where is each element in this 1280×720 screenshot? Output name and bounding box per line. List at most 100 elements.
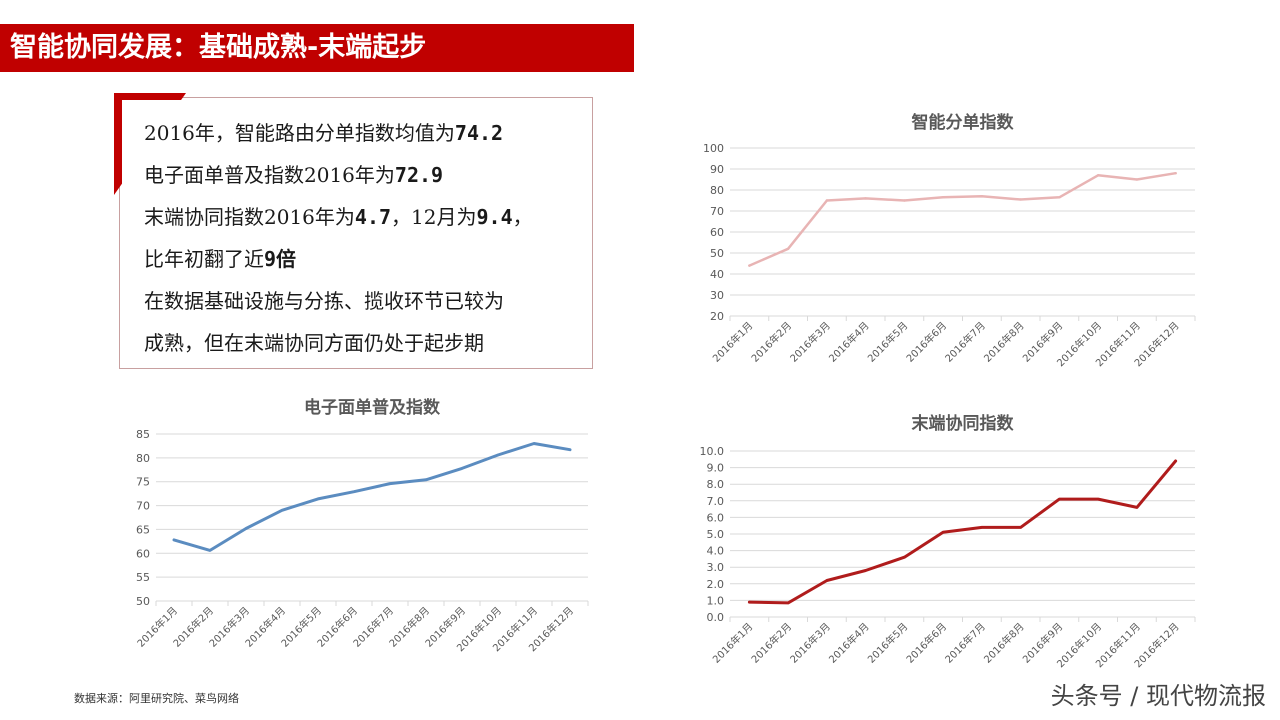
y-tick-label: 30 xyxy=(710,289,724,302)
y-tick-label: 75 xyxy=(136,476,150,489)
x-tick-label: 2016年8月 xyxy=(981,620,1027,666)
y-tick-label: 1.0 xyxy=(707,594,725,607)
y-tick-label: 90 xyxy=(710,163,724,176)
summary-text-part: 比年初翻了近 xyxy=(144,247,264,271)
data-point xyxy=(1058,196,1061,199)
data-point xyxy=(1096,174,1100,177)
data-point xyxy=(244,527,248,530)
summary-text-part: 在数据基础设施与分拣、揽收环节已较为 xyxy=(144,289,504,313)
y-tick-label: 6.0 xyxy=(707,511,725,524)
x-tick-label: 2016年1月 xyxy=(710,319,756,365)
data-point xyxy=(532,442,536,445)
y-tick-label: 50 xyxy=(136,595,150,608)
y-tick-label: 85 xyxy=(136,428,150,441)
x-tick-label: 2016年2月 xyxy=(748,620,794,666)
x-tick-label: 2016年6月 xyxy=(903,620,949,666)
series-line xyxy=(747,459,1178,605)
y-tick-label: 8.0 xyxy=(707,478,725,491)
y-tick-label: 60 xyxy=(710,226,724,239)
data-point xyxy=(316,497,320,501)
y-tick-label: 2.0 xyxy=(707,578,725,591)
data-point xyxy=(825,199,829,202)
y-tick-label: 65 xyxy=(136,523,150,536)
y-tick-label: 55 xyxy=(136,571,150,584)
summary-highlight: 9倍 xyxy=(264,247,297,271)
x-tick-label: 2016年6月 xyxy=(903,319,949,365)
y-tick-label: 3.0 xyxy=(707,561,725,574)
summary-text-part: ， xyxy=(512,205,533,229)
y-tick-label: 0.0 xyxy=(707,611,725,624)
summary-line: 比年初翻了近9倍 xyxy=(144,242,589,276)
series-line xyxy=(748,171,1177,267)
data-point xyxy=(1135,178,1139,181)
summary-highlight: 9.4 xyxy=(476,205,513,229)
x-tick-label: 2016年4月 xyxy=(826,620,872,666)
x-tick-label: 2016年5月 xyxy=(865,620,911,666)
data-point xyxy=(1096,497,1100,501)
summary-text: 2016年，智能路由分单指数均值为74.2 电子面单普及指数2016年为72.9 末… xyxy=(144,116,589,368)
chart-title: 智能分单指数 xyxy=(912,112,1015,133)
data-point xyxy=(424,478,428,482)
y-tick-label: 10.0 xyxy=(700,445,725,458)
data-point xyxy=(1135,506,1139,509)
x-tick-label: 2016年7月 xyxy=(942,620,988,666)
data-point xyxy=(1058,497,1061,501)
x-tick-label: 2016年1月 xyxy=(710,620,756,666)
series-line xyxy=(172,442,572,552)
data-point xyxy=(280,509,284,512)
x-tick-label: 2016年7月 xyxy=(942,319,988,365)
y-tick-label: 4.0 xyxy=(707,545,725,558)
summary-line: 在数据基础设施与分拣、揽收环节已较为 xyxy=(144,284,589,318)
y-tick-label: 70 xyxy=(136,500,150,513)
y-tick-label: 20 xyxy=(710,310,724,323)
data-point xyxy=(460,467,464,470)
x-tick-label: 2016年3月 xyxy=(787,620,833,666)
x-tick-label: 2016年2月 xyxy=(748,319,794,365)
summary-box xyxy=(119,97,593,369)
data-point xyxy=(903,556,906,559)
data-point xyxy=(748,600,751,604)
data-point xyxy=(496,453,500,457)
x-tick-label: 2016年4月 xyxy=(826,319,872,365)
y-tick-label: 7.0 xyxy=(707,495,725,508)
routing-index-chart: 智能分单指数20304050607080901002016年1月2016年2月2… xyxy=(703,112,1196,369)
data-point xyxy=(786,247,790,250)
y-tick-label: 80 xyxy=(136,452,150,465)
data-point xyxy=(941,196,945,199)
data-point xyxy=(786,601,790,605)
data-point xyxy=(903,199,906,202)
data-point xyxy=(1019,198,1022,201)
x-tick-label: 2016年3月 xyxy=(787,319,833,365)
y-tick-label: 40 xyxy=(710,268,724,281)
data-point xyxy=(1019,526,1022,529)
y-tick-label: 70 xyxy=(710,205,724,218)
corner-flag-mask xyxy=(122,100,186,188)
x-tick-label: 2016年8月 xyxy=(981,319,1027,365)
x-tick-label: 2016年5月 xyxy=(865,319,911,365)
data-point xyxy=(864,569,867,572)
data-point xyxy=(1174,459,1177,463)
data-source-note: 数据来源：阿里研究院、菜鸟网络 xyxy=(74,692,239,705)
data-point xyxy=(748,264,751,267)
y-tick-label: 100 xyxy=(703,142,724,155)
summary-text-part: ，12月为 xyxy=(391,205,477,229)
data-point xyxy=(352,490,356,493)
y-tick-label: 50 xyxy=(710,247,724,260)
summary-highlight: 4.7 xyxy=(354,205,392,229)
data-point xyxy=(172,538,176,542)
chart-title: 末端协同指数 xyxy=(912,413,1015,434)
summary-line: 成熟，但在末端协同方面仍处于起步期 xyxy=(144,326,589,360)
data-point xyxy=(208,549,212,552)
data-point xyxy=(941,531,945,534)
summary-line: 2016年，智能路由分单指数均值为74.2 xyxy=(144,116,589,150)
summary-text-part: 成熟，但在末端协同方面仍处于起步期 xyxy=(144,331,484,355)
summary-text-part: 末端协同指数2016年为 xyxy=(144,205,355,229)
summary-highlight: 72.9 xyxy=(394,163,444,187)
watermark: 头条号 / 现代物流报 xyxy=(1050,682,1266,710)
summary-line: 电子面单普及指数2016年为72.9 xyxy=(144,158,589,192)
y-tick-label: 9.0 xyxy=(707,462,725,475)
data-point xyxy=(864,197,867,200)
summary-line: 末端协同指数2016年为4.7，12月为9.4， xyxy=(144,200,589,234)
summary-highlight: 74.2 xyxy=(454,121,504,145)
data-point xyxy=(1174,172,1177,175)
